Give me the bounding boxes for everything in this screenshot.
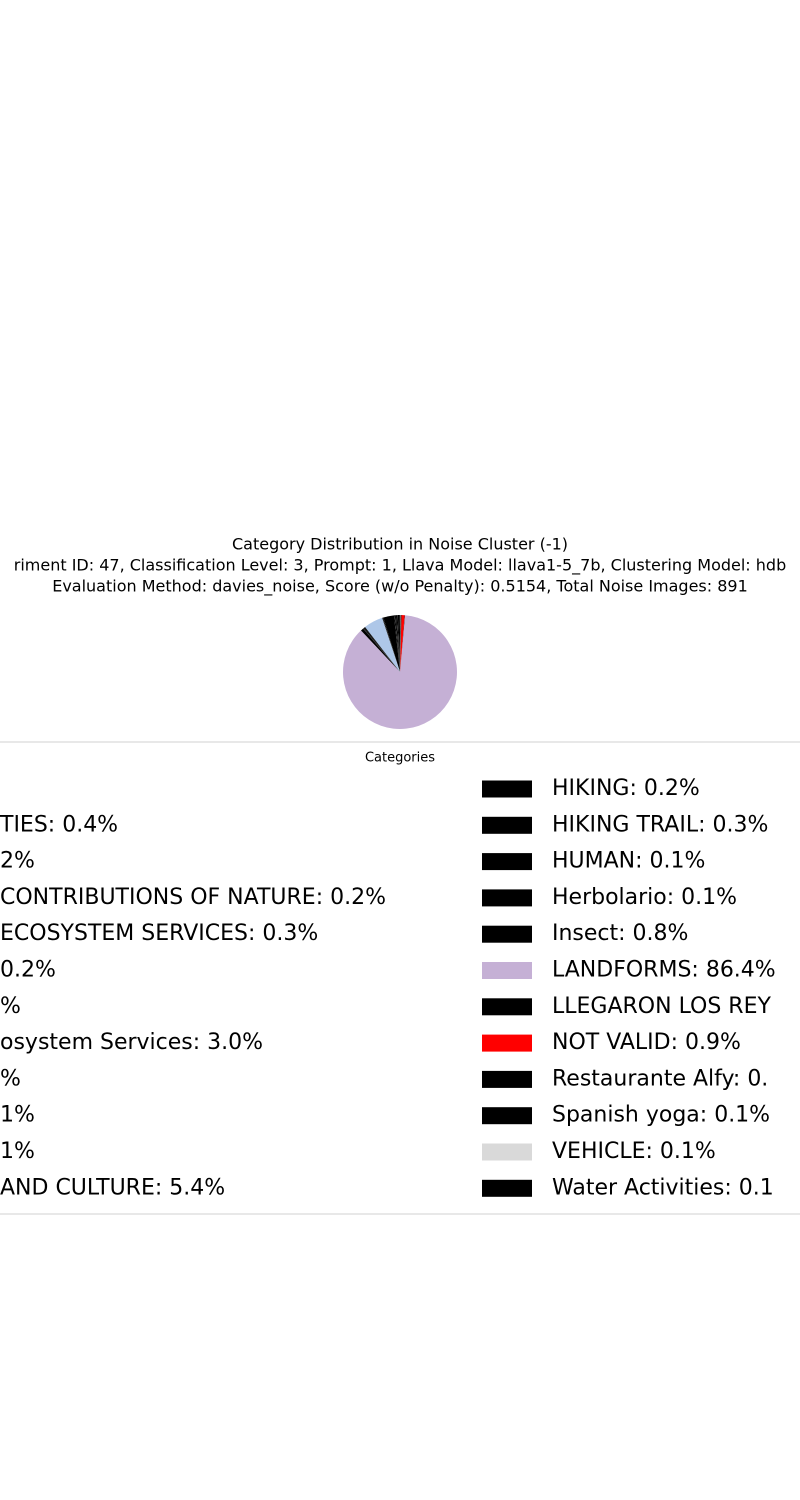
legend-label: % <box>0 994 21 1019</box>
pie-slice <box>393 615 400 672</box>
pie-slice <box>382 617 400 672</box>
legend-label: HIKING: 0.2% <box>552 776 700 801</box>
legend-label: LANDFORMS: 86.4% <box>552 958 776 983</box>
pie-slice <box>363 628 400 672</box>
chart-subtitle: riment ID: 47, Classification Level: 3, … <box>14 556 786 576</box>
legend-label: ECOSYSTEM SERVICES: 0.3% <box>0 921 318 946</box>
legend-swatch <box>482 1070 532 1088</box>
pie-slice <box>400 615 406 672</box>
legend-label: VEHICLE: 0.1% <box>552 1139 716 1164</box>
legend-label: osystem Services: 3.0% <box>0 1030 263 1055</box>
legend-label: 2% <box>0 849 35 874</box>
pie-slice <box>399 615 400 672</box>
chart-title: Category Distribution in Noise Cluster (… <box>232 535 568 554</box>
pie-slice <box>363 627 400 672</box>
pie-slice <box>397 615 400 672</box>
legend-swatch <box>482 853 532 871</box>
pie-slice <box>400 615 401 672</box>
legend-title: Categories <box>365 751 435 766</box>
legend-label: 1% <box>0 1139 35 1164</box>
pie-slice <box>383 615 400 672</box>
legend-swatch <box>482 1143 532 1161</box>
legend-label: Insect: 0.8% <box>552 921 688 946</box>
legend-label: HIKING TRAIL: 0.3% <box>552 812 768 837</box>
legend-label: TIES: 0.4% <box>0 812 118 837</box>
pie-slice <box>364 627 400 672</box>
legend-label: Spanish yoga: 0.1% <box>552 1103 770 1128</box>
pie-slice <box>382 617 400 672</box>
legend-label: NOT VALID: 0.9% <box>552 1030 741 1055</box>
legend-label: Herbolario: 0.1% <box>552 885 737 910</box>
pie-slice <box>343 615 458 729</box>
legend-label: % <box>0 1066 21 1091</box>
pie-slice <box>365 617 400 672</box>
legend-swatch <box>482 1034 532 1052</box>
legend-label: 0.2% <box>0 958 56 983</box>
legend-label: 1% <box>0 1103 35 1128</box>
pie-slice <box>400 615 402 672</box>
legend-swatch <box>482 1179 532 1197</box>
pie-slice <box>395 615 400 672</box>
legend-swatch <box>482 998 532 1016</box>
legend-label: CONTRIBUTIONS OF NATURE: 0.2% <box>0 885 386 910</box>
legend-label: LLEGARON LOS REY <box>552 994 771 1019</box>
legend-label: AND CULTURE: 5.4% <box>0 1175 225 1200</box>
pie-slice <box>397 615 400 672</box>
legend-label: Restaurante Alfy: 0. <box>552 1066 768 1091</box>
pie-slice <box>363 628 400 672</box>
pie-slice <box>396 615 400 672</box>
legend-swatch <box>482 962 532 979</box>
pie-slice <box>360 628 400 672</box>
legend-swatch <box>482 925 532 943</box>
pie-slice <box>382 617 400 672</box>
legend-label: HUMAN: 0.1% <box>552 849 705 874</box>
chart-subtitle: Evaluation Method: davies_noise, Score (… <box>52 577 748 597</box>
pie-slice <box>394 615 400 672</box>
pie-slice <box>400 615 402 672</box>
legend-swatch <box>482 1107 532 1125</box>
legend-label: Water Activities: 0.1 <box>552 1175 774 1200</box>
legend-swatch <box>482 889 532 907</box>
legend-swatch <box>482 780 532 798</box>
legend-swatch <box>482 816 532 834</box>
pie-slice <box>400 615 405 672</box>
